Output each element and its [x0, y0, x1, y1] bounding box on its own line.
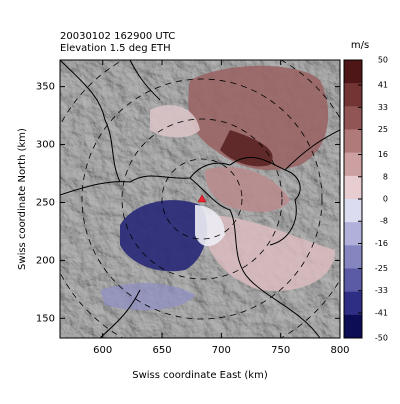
- y-axis-label: Swiss coordinate North (km): [17, 128, 28, 270]
- y-tick-label: 350: [36, 82, 55, 93]
- borders: [60, 60, 340, 338]
- radar-site: [197, 194, 207, 203]
- colorbar-tick-label: 33: [378, 103, 388, 112]
- colorbar-tick-label: -50: [375, 334, 388, 343]
- colorbar-swatch: [344, 152, 362, 177]
- y-tick-label: 150: [36, 313, 55, 324]
- velocity-area: [100, 283, 195, 311]
- velocity-area: [205, 215, 335, 291]
- colorbar-tick-label: 41: [378, 81, 388, 90]
- colorbar-tick-label: 16: [378, 150, 388, 159]
- velocity-area: [220, 130, 273, 167]
- colorbar-swatch: [344, 175, 362, 200]
- colorbar-tick-label: -16: [375, 239, 388, 248]
- colorbar-swatch: [344, 60, 362, 84]
- y-tick-label: 300: [36, 140, 55, 151]
- x-tick-label: 600: [93, 345, 112, 356]
- colorbar-tick-label: -33: [375, 286, 388, 295]
- colorbar-swatch: [344, 291, 362, 316]
- colorbar-swatch: [344, 222, 362, 246]
- colorbar-label: m/s: [351, 40, 369, 51]
- subtitle: Elevation 1.5 deg ETH: [60, 43, 171, 54]
- colorbar-swatch: [344, 245, 362, 269]
- y-tick-label: 200: [36, 255, 55, 266]
- plot-frame: [59, 59, 341, 339]
- title: 20030102 162900 UTC: [60, 31, 175, 42]
- colorbar-tick-label: 50: [378, 56, 388, 65]
- colorbar-tick-label: -8: [380, 217, 388, 226]
- colorbar-swatch: [344, 106, 362, 130]
- x-tick-label: 750: [271, 345, 290, 356]
- colorbar-tick-label: -41: [375, 308, 388, 317]
- map-area: [60, 60, 340, 338]
- x-tick-label: 700: [212, 345, 231, 356]
- range-rings: [60, 60, 340, 338]
- colorbar-tick-label: 0: [383, 195, 388, 204]
- colorbar-swatch: [344, 268, 362, 292]
- colorbar-tick-label: 8: [383, 172, 388, 181]
- velocity-area: [120, 200, 208, 272]
- colorbar-swatch: [344, 83, 362, 107]
- x-tick-label: 800: [330, 345, 349, 356]
- colorbar-swatch: [344, 314, 362, 339]
- colorbar-tick-label: -25: [375, 264, 388, 273]
- y-tick-label: 250: [36, 197, 55, 208]
- x-axis-label: Swiss coordinate East (km): [132, 370, 268, 381]
- x-tick-label: 650: [152, 345, 171, 356]
- colorbar-tick-label: 25: [378, 125, 388, 134]
- velocity-area: [205, 166, 290, 212]
- colorbar-swatch: [344, 199, 362, 223]
- colorbar-swatch: [344, 129, 362, 153]
